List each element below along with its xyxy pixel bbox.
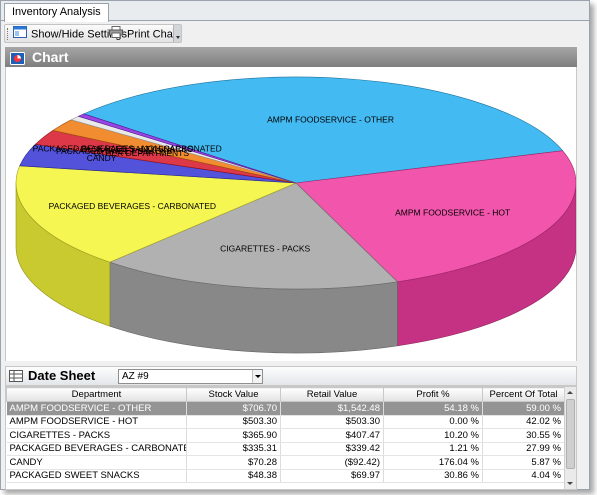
chart-icon (10, 50, 25, 70)
table-cell: 10.20 % (383, 428, 483, 443)
print-chart-button[interactable]: Print Chart (109, 26, 180, 42)
table-cell: 27.99 % (482, 442, 565, 456)
pie-chart: AMPM FOODSERVICE - OTHER AMPM FOODSERVICE… (15, 76, 576, 354)
datasheet-title: Date Sheet (28, 368, 96, 383)
store-select-value: AZ #9 (122, 371, 149, 382)
table-cell: PACKAGED SWEET SNACKS (6, 469, 187, 483)
table-body: AMPM FOODSERVICE - OTHER $706.70 $1,542.48… (6, 401, 565, 483)
column-header[interactable]: Stock Value (186, 387, 281, 402)
scroll-thumb[interactable] (566, 399, 575, 469)
scroll-down-icon[interactable] (566, 479, 575, 488)
table-row[interactable]: AMPM FOODSERVICE - OTHER $706.70 $1,542.48… (6, 401, 565, 416)
table-cell: $1,542.48 (280, 401, 384, 416)
pie-slice-label: AMPM FOODSERVICE - OTHER (267, 115, 394, 125)
table-cell: $365.90 (186, 428, 281, 443)
scroll-up-icon[interactable] (566, 388, 575, 397)
pie-slice-label: CANDY (87, 153, 117, 163)
tab-inventory-analysis[interactable]: Inventory Analysis (4, 3, 109, 22)
chart-panel-header: Chart (5, 47, 577, 67)
table-cell: CANDY (6, 455, 187, 470)
pie-slice-label: PACKAGED BEVERAGES - CARBONATED (49, 201, 216, 211)
vertical-scrollbar[interactable] (564, 387, 576, 489)
table-cell: 1.21 % (383, 442, 483, 456)
table-cell: $48.38 (186, 469, 281, 483)
pie-slice-label: PACKAGED SWEET SNACKS (56, 146, 173, 156)
store-select[interactable]: AZ #9 (118, 369, 263, 384)
table-cell: $339.42 (280, 442, 384, 456)
table-cell: CIGARETTES - PACKS (6, 428, 187, 443)
pie-slice-label: PACKAGED SALTY SNACKS (80, 144, 193, 154)
table-cell: 54.18 % (383, 401, 483, 416)
table-row[interactable]: AMPM FOODSERVICE - HOT $503.30 $503.30 0.00… (6, 415, 565, 429)
table-cell: 4.04 % (482, 469, 565, 483)
table-cell: $335.31 (186, 442, 281, 456)
datasheet-header: Date Sheet AZ #9 (5, 366, 577, 386)
table-cell: 5.87 % (482, 455, 565, 470)
toolbar: Show/Hide Settings Print Chart (4, 24, 182, 43)
chart-area: AMPM FOODSERVICE - OTHER AMPM FOODSERVICE… (5, 67, 577, 361)
table-row[interactable]: CIGARETTES - PACKS $365.90 $407.47 10.20 % 3… (6, 428, 565, 443)
pie-slice[interactable] (77, 113, 297, 184)
pie-slice-label: PACKAGED BEVERAGES - NON-CARBONATED (33, 143, 222, 153)
table-cell: $503.30 (186, 415, 281, 429)
chart-panel-title: Chart (32, 49, 69, 65)
table-cell: AMPM FOODSERVICE - HOT (6, 415, 187, 429)
table-cell: 30.55 % (482, 428, 565, 443)
datasheet-table: Department Stock Value Retail Value Profit … (6, 387, 565, 483)
toolbar-grip[interactable] (7, 28, 10, 40)
table-cell: ($92.42) (280, 455, 384, 470)
table-cell: $503.30 (280, 415, 384, 429)
table-cell: $706.70 (186, 401, 281, 416)
table-row[interactable]: PACKAGED SWEET SNACKS $48.38 $69.97 30.86 %… (6, 469, 565, 483)
table-cell: 30.86 % (383, 469, 483, 483)
column-header[interactable]: Profit % (383, 387, 483, 402)
settings-window-icon (13, 26, 27, 43)
table-cell: $69.97 (280, 469, 384, 483)
column-header[interactable]: Retail Value (280, 387, 384, 402)
column-header[interactable]: Percent Of Total (482, 387, 565, 402)
table-cell: 0.00 % (383, 415, 483, 429)
table-row[interactable]: PACKAGED BEVERAGES - CARBONATED $335.31 $3… (6, 442, 565, 456)
pie-slice-label: OTHER DEPARTMENTS (93, 148, 189, 158)
datasheet-icon (9, 370, 23, 385)
show-hide-settings-label: Show/Hide Settings (31, 28, 127, 41)
print-chart-label: Print Chart (127, 28, 180, 41)
table-cell: 176.04 % (383, 455, 483, 470)
tab-strip: Inventory Analysis (1, 1, 589, 22)
table-cell: $70.28 (186, 455, 281, 470)
toolbar-overflow-button[interactable] (173, 25, 181, 42)
pie-slice[interactable] (108, 182, 399, 290)
table-cell: $407.47 (280, 428, 384, 443)
table-cell: 59.00 % (482, 401, 565, 416)
pie-slice-label: AMPM FOODSERVICE - HOT (395, 207, 510, 217)
table-cell: 42.02 % (482, 415, 565, 429)
column-header[interactable]: Department (6, 387, 187, 402)
pie-slice-label: CIGARETTES - PACKS (220, 244, 310, 254)
pie-slice[interactable] (15, 165, 297, 263)
pie-slice[interactable] (295, 150, 576, 283)
table-header-row: Department Stock Value Retail Value Profit … (6, 387, 565, 402)
app-window: Inventory Analysis Show/Hide Settings Pr… (0, 0, 590, 490)
dropdown-arrow-icon[interactable] (252, 370, 262, 383)
table-row[interactable]: CANDY $70.28 ($92.42) 176.04 % 5.87 % (6, 455, 565, 470)
show-hide-settings-button[interactable]: Show/Hide Settings (13, 26, 127, 42)
table-cell: PACKAGED BEVERAGES - CARBONATED (6, 442, 187, 456)
printer-icon (109, 26, 123, 43)
pie-slice[interactable] (82, 76, 564, 184)
table-cell: AMPM FOODSERVICE - OTHER (6, 401, 187, 416)
datasheet-grid: Department Stock Value Retail Value Profit … (5, 386, 577, 490)
